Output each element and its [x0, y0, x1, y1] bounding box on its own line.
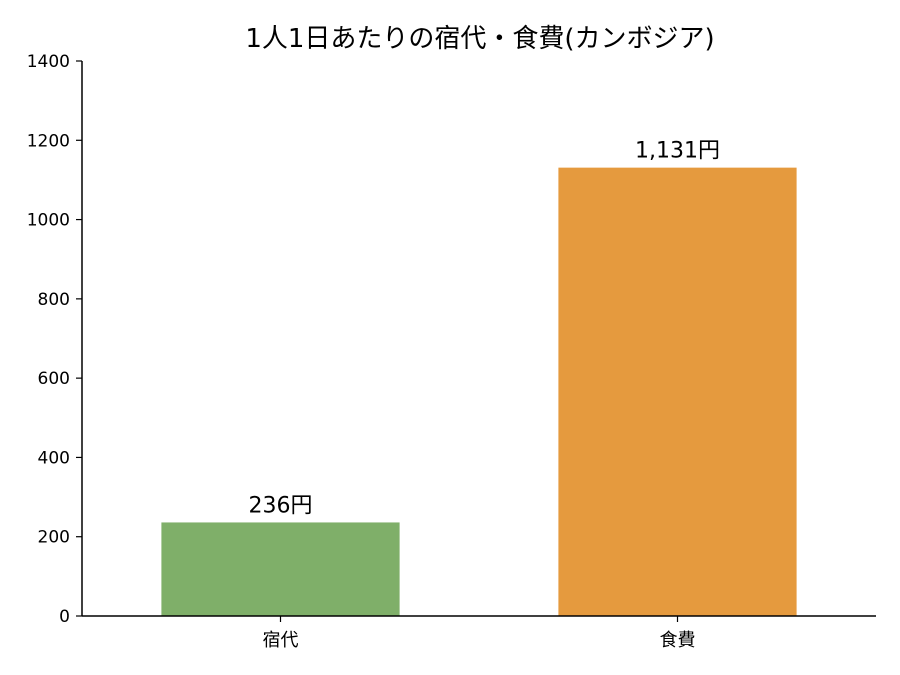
y-tick-label: 400: [38, 448, 70, 468]
y-tick-label: 1000: [27, 211, 70, 231]
y-tick-label: 0: [59, 607, 70, 627]
y-tick-label: 200: [38, 528, 70, 548]
bar-value-label: 1,131円: [635, 139, 720, 164]
bar-value-label: 236円: [249, 493, 313, 518]
y-tick-label: 1400: [27, 52, 70, 72]
bar-2: [558, 167, 797, 616]
x-category-label: 食費: [660, 630, 696, 651]
bar-1: [161, 522, 400, 616]
y-tick-label: 600: [38, 369, 70, 389]
bars-group: 236円 1,131円: [161, 139, 797, 616]
y-tick-label: 1200: [27, 131, 70, 151]
x-axis-ticks: 宿代 食費: [263, 616, 696, 651]
x-category-label: 宿代: [263, 630, 299, 651]
chart-title: 1人1日あたりの宿代・食費(カンボジア): [245, 24, 714, 54]
y-tick-label: 800: [38, 290, 70, 310]
y-axis-ticks: 0 200 400 600 800 1000 1200 1400: [27, 52, 82, 627]
